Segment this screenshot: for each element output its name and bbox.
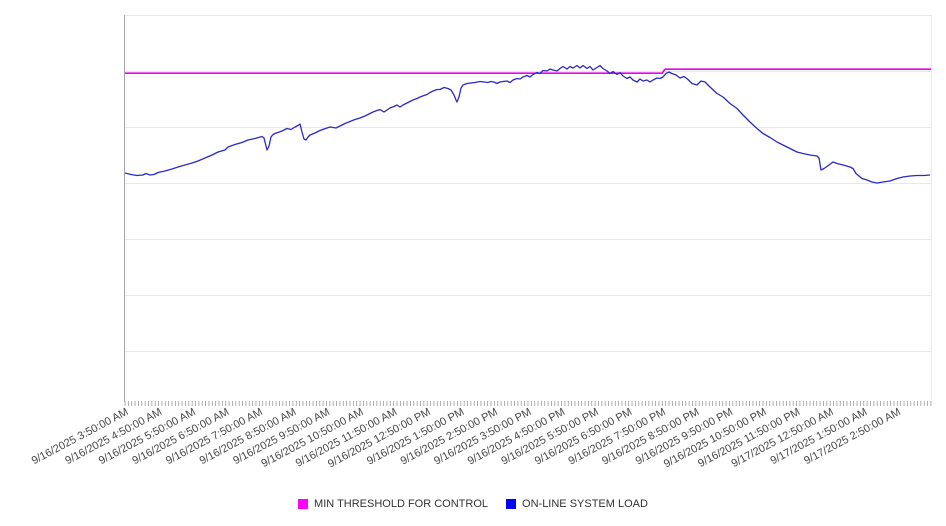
x-axis-minor-ticks <box>124 401 932 406</box>
series-min-threshold-for-control <box>125 68 931 75</box>
legend-label-system-load: ON-LINE SYSTEM LOAD <box>522 498 648 510</box>
legend-item-system-load[interactable]: ON-LINE SYSTEM LOAD <box>506 498 648 510</box>
trend-chart-canvas: 9/16/2025 3:50:00 AM9/16/2025 4:50:00 AM… <box>30 15 932 470</box>
legend-item-min-threshold[interactable]: MIN THRESHOLD FOR CONTROL <box>298 498 488 510</box>
series-on-line-system-load <box>124 64 931 184</box>
legend-label-min-threshold: MIN THRESHOLD FOR CONTROL <box>314 498 489 510</box>
legend-swatch-min-threshold-icon <box>298 499 309 509</box>
legend-swatch-system-load-icon <box>506 499 517 509</box>
chart-legend: MIN THRESHOLD FOR CONTROL ON-LINE SYSTEM… <box>0 498 946 510</box>
